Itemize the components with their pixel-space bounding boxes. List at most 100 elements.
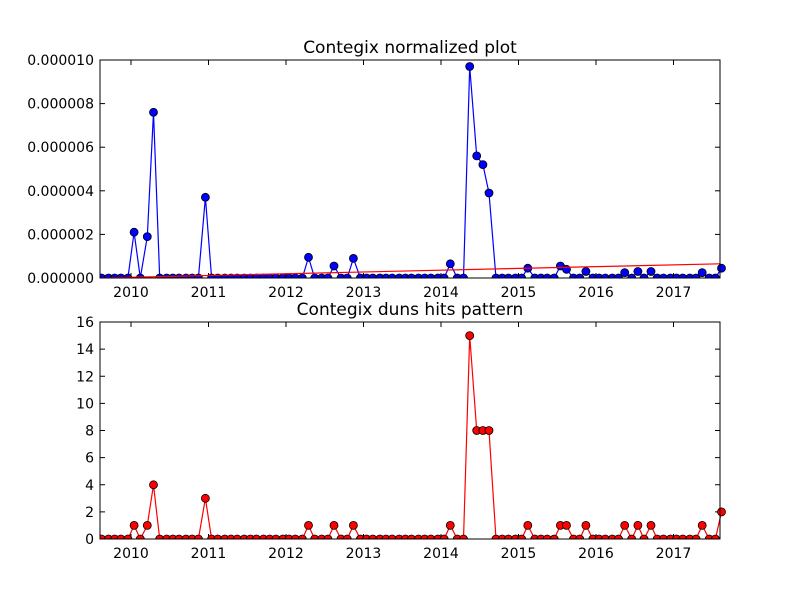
data-point bbox=[691, 534, 701, 539]
y-tick-label: 8 bbox=[85, 424, 94, 440]
data-point bbox=[575, 273, 585, 278]
data-point bbox=[627, 273, 637, 278]
data-point bbox=[348, 521, 358, 530]
trend-line bbox=[100, 263, 721, 278]
y-tick-label: 4 bbox=[85, 478, 94, 494]
data-point bbox=[368, 273, 378, 278]
data-point bbox=[697, 268, 707, 278]
data-point bbox=[129, 521, 139, 530]
data-point bbox=[562, 521, 571, 530]
x-tick-label: 2013 bbox=[346, 285, 382, 301]
data-point bbox=[691, 273, 701, 278]
data-point bbox=[304, 252, 313, 262]
normalized-plot: 0.000000 0.000002 0.000004 0.000006 0.000008… bbox=[27, 38, 726, 301]
x-tick-label: 2012 bbox=[268, 285, 304, 301]
data-point bbox=[387, 273, 397, 278]
data-point bbox=[407, 534, 416, 539]
data-point bbox=[116, 534, 126, 539]
data-point bbox=[310, 534, 320, 539]
data-point bbox=[271, 534, 281, 539]
data-point bbox=[562, 264, 571, 274]
data-point bbox=[659, 273, 668, 278]
data-point bbox=[646, 521, 656, 530]
y-tick-label: 0.000010 bbox=[27, 53, 94, 69]
data-point bbox=[426, 273, 436, 278]
data-point bbox=[459, 534, 468, 539]
data-point bbox=[135, 534, 145, 539]
x-tick-label: 2011 bbox=[191, 546, 227, 562]
data-point bbox=[304, 521, 313, 530]
data-point bbox=[517, 273, 526, 278]
data-point bbox=[439, 534, 449, 539]
data-point bbox=[200, 493, 210, 503]
data-point bbox=[465, 62, 475, 71]
data-point bbox=[717, 263, 726, 273]
data-point bbox=[387, 534, 397, 539]
data-point bbox=[504, 273, 513, 278]
data-point bbox=[439, 273, 449, 278]
x-tick-label: 2017 bbox=[656, 546, 692, 562]
data-point bbox=[620, 521, 630, 530]
data-area bbox=[100, 62, 726, 278]
data-point bbox=[310, 273, 320, 278]
data-point bbox=[100, 534, 106, 539]
data-point bbox=[472, 151, 482, 161]
y-tick-label: 0.000002 bbox=[27, 227, 94, 243]
data-point bbox=[232, 534, 242, 539]
data-point bbox=[523, 521, 533, 530]
data-point bbox=[445, 259, 455, 269]
data-point bbox=[129, 227, 139, 237]
data-point bbox=[484, 426, 494, 435]
data-point bbox=[697, 521, 707, 530]
data-point bbox=[459, 273, 468, 278]
data-point bbox=[633, 267, 643, 276]
data-point bbox=[297, 273, 307, 278]
y-tick-label: 0.000004 bbox=[27, 184, 94, 200]
data-point bbox=[252, 534, 261, 539]
data-point bbox=[174, 534, 184, 539]
y-tick-label: 0 bbox=[85, 532, 94, 548]
x-tick-label: 2017 bbox=[656, 285, 692, 301]
data-point bbox=[542, 273, 552, 278]
hits-pattern-plot: 0 2 4 6 8 10 12 14 16 2010 2011 2012 2013 2014 2015 201… bbox=[76, 300, 726, 562]
x-tick-label: 2012 bbox=[268, 546, 304, 562]
plot-frame bbox=[99, 321, 721, 540]
data-point bbox=[149, 480, 158, 490]
data-point bbox=[142, 521, 152, 530]
data-point bbox=[659, 534, 668, 539]
data-point bbox=[620, 268, 630, 278]
data-point bbox=[445, 521, 455, 530]
data-point bbox=[517, 534, 526, 539]
data-point bbox=[407, 273, 416, 278]
chart-title: Contegix normalized plot bbox=[303, 38, 517, 58]
chart-title: Contegix duns hits pattern bbox=[297, 300, 524, 320]
y-tick-label: 2 bbox=[85, 505, 94, 521]
y-tick-label: 16 bbox=[76, 315, 94, 331]
plot-border bbox=[99, 59, 721, 279]
data-point bbox=[426, 534, 436, 539]
data-point bbox=[149, 107, 158, 117]
data-point bbox=[348, 253, 358, 263]
data-point bbox=[549, 273, 559, 278]
data-point bbox=[711, 534, 720, 539]
data-point bbox=[678, 534, 688, 539]
y-tick-label: 14 bbox=[76, 342, 94, 358]
plot-frame bbox=[99, 59, 721, 279]
data-point bbox=[633, 521, 643, 530]
data-point bbox=[478, 160, 488, 170]
x-tick-label: 2016 bbox=[578, 546, 614, 562]
data-point bbox=[581, 521, 591, 530]
data-point bbox=[329, 521, 339, 530]
data-point bbox=[323, 534, 333, 539]
data-point bbox=[342, 534, 352, 539]
data-point bbox=[627, 534, 637, 539]
data-point bbox=[123, 534, 133, 539]
data-point bbox=[549, 534, 559, 539]
data-point bbox=[213, 534, 223, 539]
y-tick-label: 0.000008 bbox=[27, 97, 94, 113]
x-tick-label: 2015 bbox=[501, 546, 537, 562]
data-area bbox=[100, 331, 726, 539]
data-point bbox=[678, 273, 688, 278]
data-point bbox=[368, 534, 378, 539]
